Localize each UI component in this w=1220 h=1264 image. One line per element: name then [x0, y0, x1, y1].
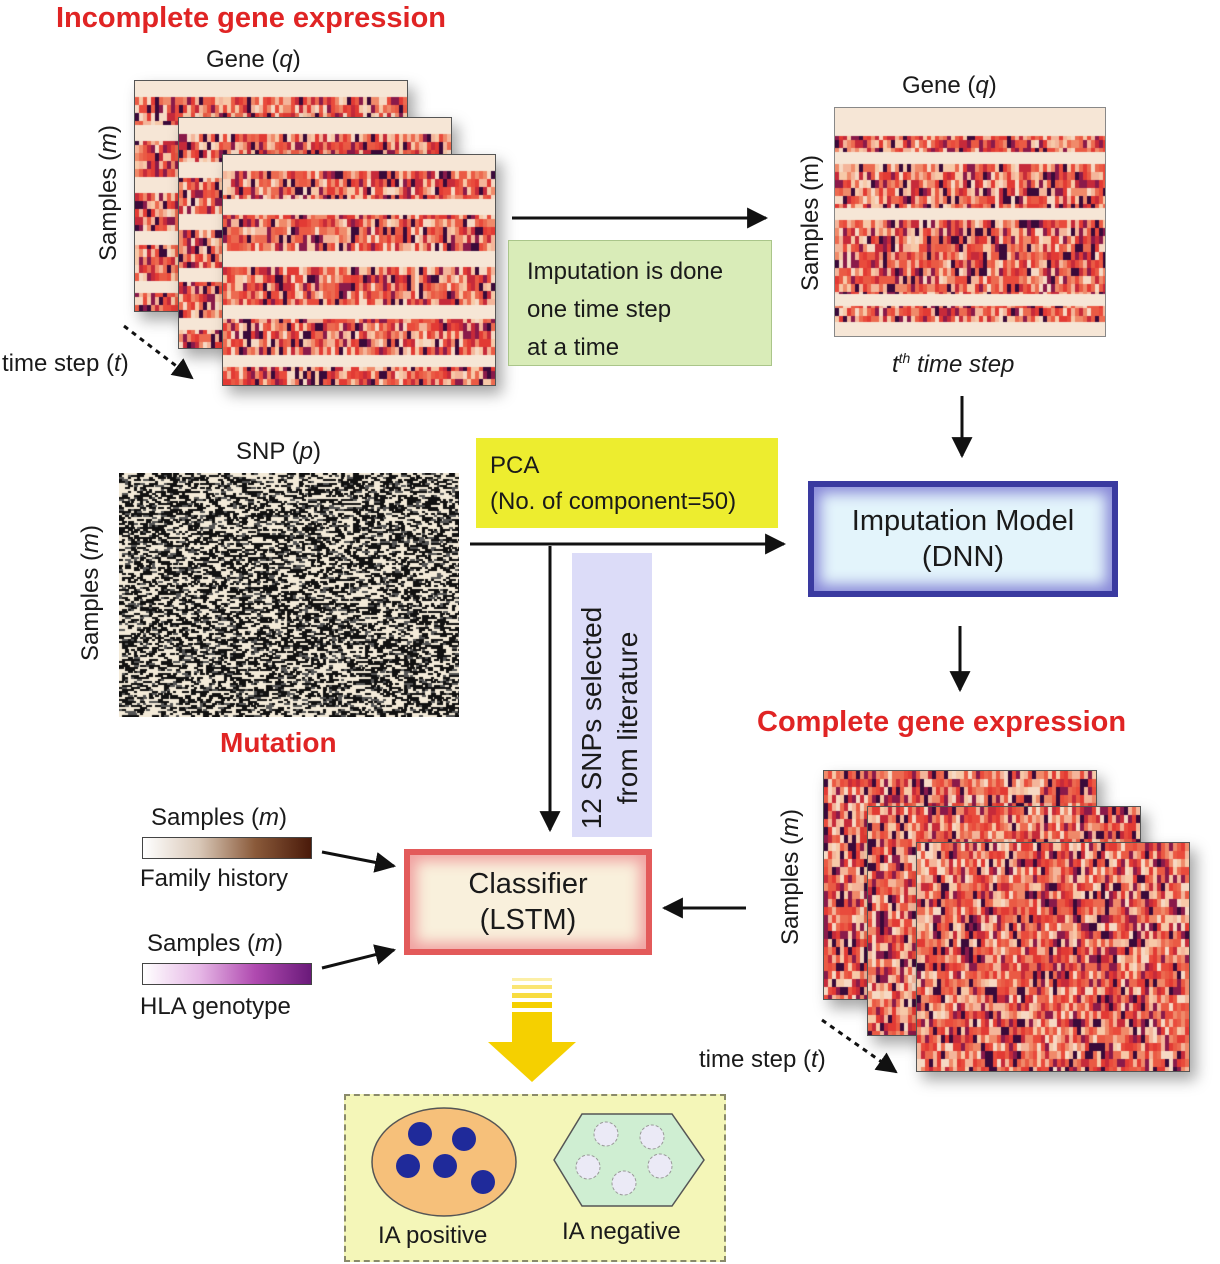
hla-genotype-bar: [142, 963, 312, 985]
imputation-note-line3: at a time: [527, 334, 620, 361]
pca-line1: PCA: [490, 452, 540, 479]
snp-selected-text: 12 SNPs selected from literature: [576, 606, 643, 830]
yellow-down-arrow: [488, 978, 576, 1082]
imputation-note-box: Imputation is done one time step at a ti…: [508, 240, 772, 366]
mutation-caption: Mutation: [220, 727, 337, 758]
complete-samples-label: Samples (m): [777, 808, 804, 946]
arrow-family-to-classifier: [321, 850, 397, 873]
incomplete-title: Incomplete gene expression: [56, 2, 447, 34]
snp-samples-label: Samples (m): [77, 524, 104, 662]
classifier-line2: (LSTM): [479, 904, 577, 936]
hla-genotype-caption: HLA genotype: [140, 993, 291, 1020]
pca-line2: (No. of component=50): [490, 488, 737, 515]
pca-box: PCA (No. of component=50): [476, 438, 778, 528]
snp-selected-box: [572, 553, 652, 837]
hla-samples-label: Samples (m): [147, 930, 284, 957]
snp-label: SNP (p): [236, 438, 321, 465]
incomplete-samples-label: Samples (m): [95, 124, 122, 262]
incomplete-gene-label: Gene (q): [206, 46, 301, 73]
ia-negative-label: IA negative: [562, 1218, 681, 1245]
imputation-model-line2: (DNN): [921, 541, 1005, 573]
complete-heatmap-front: [916, 842, 1190, 1072]
imputation-model-line1: Imputation Model: [851, 505, 1075, 537]
tth-samples-label: Samples (m): [797, 154, 824, 292]
incomplete-heatmap-front: [222, 154, 496, 386]
tth-caption: tth time step: [892, 350, 1015, 378]
arrow-hla-to-classifier: [321, 944, 397, 970]
family-history-caption: Family history: [140, 865, 289, 892]
family-history-bar: [142, 837, 312, 859]
family-samples-label: Samples (m): [151, 804, 288, 831]
imputation-note-line1: Imputation is done: [527, 258, 724, 285]
classifier-box: Classifier (LSTM): [404, 849, 652, 955]
imputation-model-box: Imputation Model (DNN): [808, 481, 1118, 597]
ia-positive-label: IA positive: [378, 1222, 488, 1249]
tth-gene-label: Gene (q): [902, 72, 997, 99]
complete-title: Complete gene expression: [757, 706, 1127, 738]
incomplete-time-label: time step (t): [2, 350, 129, 377]
snp-heatmap: [119, 473, 459, 717]
tth-heatmap: [834, 107, 1106, 337]
complete-time-label: time step (t): [699, 1046, 826, 1073]
classifier-line1: Classifier: [468, 868, 588, 900]
imputation-note-line2: one time step: [527, 296, 672, 323]
